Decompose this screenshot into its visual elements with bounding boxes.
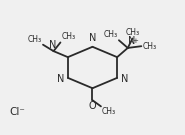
Text: CH₃: CH₃ (102, 107, 116, 116)
Text: CH₃: CH₃ (104, 30, 118, 39)
Text: +: + (132, 38, 138, 44)
Text: CH₃: CH₃ (28, 35, 42, 44)
Text: N: N (57, 74, 64, 84)
Text: N: N (128, 36, 136, 46)
Text: N: N (49, 40, 56, 50)
Text: CH₃: CH₃ (143, 42, 157, 51)
Text: N: N (121, 74, 128, 84)
Text: CH₃: CH₃ (125, 28, 139, 37)
Text: CH₃: CH₃ (61, 32, 75, 41)
Text: N: N (89, 33, 96, 43)
Text: O: O (89, 101, 96, 111)
Text: Cl⁻: Cl⁻ (9, 107, 25, 117)
